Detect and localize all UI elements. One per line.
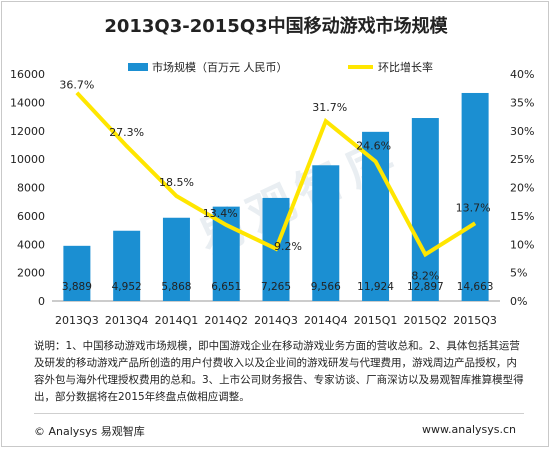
y-right-tick-label: 30% (510, 125, 534, 138)
footer-divider (34, 413, 524, 414)
bar (461, 92, 489, 301)
y-right-tick-label: 40% (510, 68, 534, 81)
bar (411, 118, 439, 302)
x-tick-label: 2015Q2 (404, 314, 448, 327)
bar (113, 230, 141, 301)
x-tick-label: 2014Q4 (304, 314, 348, 327)
x-tick-label: 2014Q1 (155, 314, 199, 327)
bar (212, 206, 240, 301)
bar (162, 217, 190, 301)
growth-rate-line (75, 91, 477, 258)
line-value-label: 36.7% (59, 79, 94, 92)
y-right-tick-label: 10% (510, 238, 534, 251)
y-right-tick-label: 5% (510, 267, 527, 280)
bar-value-label: 14,663 (457, 281, 494, 293)
x-tick-label: 2014Q3 (254, 314, 298, 327)
y-left-tick-label: 16000 (10, 68, 45, 81)
bar-value-label: 5,868 (161, 281, 191, 293)
y-left-tick-label: 12000 (10, 125, 45, 138)
bar-value-label: 4,952 (112, 281, 142, 293)
line-value-label: 8.2% (411, 269, 439, 282)
legend-swatch-bar (128, 63, 148, 71)
chart-title: 2013Q3-2015Q3中国移动游戏市场规模 (104, 16, 448, 37)
y-left-tick-label: 4000 (17, 238, 45, 251)
y-left-tick-label: 2000 (17, 267, 45, 280)
y-left-tick-label: 14000 (10, 96, 45, 109)
x-tick-label: 2014Q2 (204, 314, 248, 327)
line-value-label: 27.3% (109, 126, 144, 139)
line-value-label: 18.5% (159, 176, 194, 189)
x-tick-label: 2013Q3 (55, 314, 99, 327)
line-value-label: 31.7% (312, 101, 347, 114)
y-left-tick-label: 8000 (17, 182, 45, 195)
x-tick-label: 2015Q1 (354, 314, 398, 327)
line-value-label: 24.6% (356, 139, 391, 152)
y-right-tick-label: 20% (510, 182, 534, 195)
legend-label-bar: 市场规模（百万元 人民币） (152, 60, 288, 74)
bar-value-label: 6,651 (211, 281, 241, 293)
x-tick-label: 2015Q3 (453, 314, 497, 327)
bar (362, 131, 390, 301)
line-value-label: 9.2% (274, 240, 302, 253)
bar-value-label: 3,889 (62, 281, 92, 293)
bar (312, 165, 340, 301)
combo-chart: 0 2000 4000 6000 8000 10000 12000 14000 16000 0% 5… (10, 60, 534, 327)
bar-value-label: 11,924 (357, 281, 394, 293)
x-tick-label: 2013Q4 (105, 314, 149, 327)
bar-value-label: 9,566 (311, 281, 341, 293)
y-right-tick-label: 25% (510, 153, 534, 166)
legend-label-line: 环比增长率 (378, 60, 433, 74)
footer-website[interactable]: www.analysys.cn (422, 423, 516, 436)
bar (63, 245, 91, 301)
line-value-label: 13.4% (203, 207, 238, 220)
bar-value-label: 7,265 (261, 281, 291, 293)
y-left-tick-label: 6000 (17, 210, 45, 223)
y-right-tick-label: 0% (510, 295, 527, 308)
y-left-tick-label: 0 (38, 295, 45, 308)
footer-copyright: © Analysys 易观智库 (34, 425, 145, 438)
y-left-tick-label: 10000 (10, 153, 45, 166)
line-value-label: 13.7% (456, 201, 491, 214)
y-right-tick-label: 15% (510, 210, 534, 223)
chart-notes: 说明：1、中国移动游戏市场规模，即中国游戏企业在移动游戏业务方面的营收总和。2、… (34, 340, 524, 403)
bar-value-label: 12,897 (407, 281, 444, 293)
y-right-tick-label: 35% (510, 96, 534, 109)
